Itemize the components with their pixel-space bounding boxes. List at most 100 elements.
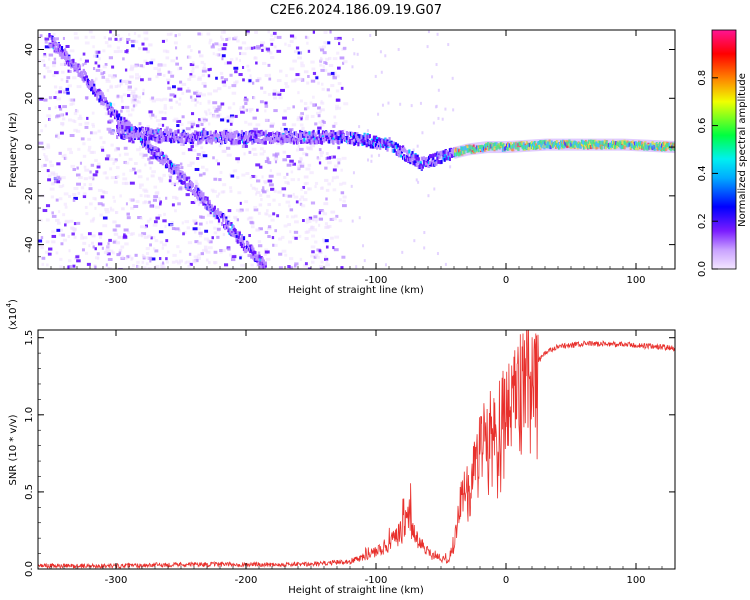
spectrogram-noise-cell	[304, 262, 308, 266]
spectrogram-noise-cell	[113, 50, 119, 54]
spectrogram-noise-cell	[205, 250, 211, 254]
spectrogram-noise-cell	[207, 92, 213, 96]
spectrogram-noise-cell	[126, 37, 131, 41]
spectrogram-track-cell	[234, 229, 237, 234]
spectrogram-noise-cell	[412, 148, 415, 152]
spectrogram-track-cell	[599, 140, 602, 145]
spectrogram-noise-cell	[115, 241, 121, 245]
spectrogram-noise-cell	[255, 228, 260, 232]
spectrogram-track-cell	[233, 130, 236, 135]
spectrogram-track-cell	[157, 129, 160, 134]
spectrogram-noise-cell	[337, 146, 341, 150]
spectrogram-track-cell	[81, 73, 84, 78]
spectrogram-noise-cell	[42, 209, 48, 213]
spectrogram-noise-cell	[107, 266, 110, 269]
spectrogram-noise-cell	[219, 248, 223, 252]
spectrogram-noise-cell	[197, 77, 202, 81]
spectrogram-noise-cell	[105, 263, 108, 267]
spectrogram-noise-cell	[121, 181, 126, 185]
spectrogram-noise-cell	[155, 205, 160, 209]
spectrogram-noise-cell	[137, 216, 142, 220]
spectrogram-noise-cell	[139, 183, 144, 187]
snr-multiplier-exp: 4	[5, 302, 13, 307]
spectrogram-noise-cell	[248, 79, 252, 83]
spectrogram-track-cell	[130, 123, 133, 128]
spectrogram-noise-cell	[115, 224, 121, 228]
spectrogram-noise-cell	[196, 156, 200, 160]
spectrogram-track-cell	[549, 145, 552, 150]
spectrogram-track-cell	[209, 130, 212, 135]
spectrogram-noise-cell	[239, 201, 242, 205]
spectrogram-noise-cell	[415, 178, 418, 182]
spectrogram-noise-cell	[342, 199, 346, 203]
spectrogram-track-cell	[117, 116, 120, 121]
spectrogram-track-cell	[408, 149, 411, 154]
spectrogram-noise-cell	[343, 60, 348, 64]
spectrogram-noise-cell	[212, 156, 215, 160]
spectrogram-track-cell	[296, 140, 300, 145]
spectrogram-noise-cell	[198, 173, 203, 177]
spectrogram-noise-cell	[197, 32, 201, 36]
spectrogram-noise-cell	[142, 92, 145, 96]
spectrogram-noise-cell	[170, 220, 174, 224]
spectrogram-noise-cell	[253, 96, 256, 100]
spectrogram-noise-cell	[320, 99, 323, 103]
spectrogram-noise-cell	[174, 34, 177, 38]
spectrogram-noise-cell	[148, 200, 151, 204]
spectrogram-noise-cell	[130, 91, 136, 95]
spectrogram-noise-cell	[125, 82, 129, 86]
spectrogram-noise-cell	[248, 216, 252, 220]
spectrogram-noise-cell	[307, 267, 312, 269]
spectrogram-noise-cell	[149, 243, 152, 247]
spectrogram-track-cell	[189, 140, 193, 145]
spectrogram-track-cell	[183, 133, 186, 138]
spectrogram-noise-cell	[233, 66, 239, 70]
spectrogram-track-cell	[291, 138, 294, 143]
spectrogram-noise-cell	[116, 46, 120, 50]
spectrogram-noise-cell	[276, 214, 280, 218]
spectrogram-noise-cell	[57, 221, 61, 225]
spectrogram-noise-cell	[238, 58, 242, 62]
spectrogram-noise-cell	[187, 77, 192, 81]
spectrogram-track-cell	[354, 131, 357, 136]
spectrogram-track-cell	[264, 263, 267, 268]
spectrogram-noise-cell	[149, 61, 154, 65]
spectrogram-track-cell	[253, 134, 256, 139]
spectrogram-noise-cell	[189, 73, 193, 77]
spectrogram-noise-cell	[335, 104, 339, 108]
spectrogram-noise-cell	[116, 147, 120, 151]
spectrogram-noise-cell	[353, 52, 356, 56]
spectrogram-noise-cell	[200, 215, 205, 219]
spectrogram-noise-cell	[139, 225, 145, 229]
spectrogram-noise-cell	[51, 214, 57, 218]
spectrogram-track-cell	[188, 133, 191, 138]
spectrogram-noise-cell	[161, 39, 166, 43]
spectrogram-noise-cell	[249, 220, 254, 224]
spectrogram-noise-cell	[54, 37, 59, 41]
spectrogram-noise-cell	[82, 154, 87, 158]
spectrogram-noise-cell	[264, 160, 269, 164]
spectrogram-noise-cell	[153, 66, 158, 70]
spectrogram-noise-cell	[369, 33, 372, 37]
spectrogram-noise-cell	[194, 143, 199, 147]
spectrogram-noise-cell	[122, 177, 128, 181]
spectrogram-noise-cell	[252, 116, 257, 120]
spectrogram-noise-cell	[320, 108, 325, 112]
spectrogram-noise-cell	[92, 45, 95, 49]
spectrogram-noise-cell	[108, 238, 112, 242]
spectrogram-noise-cell	[158, 67, 162, 71]
spectrogram-noise-cell	[98, 57, 101, 61]
spectrogram-noise-cell	[98, 232, 103, 236]
spectrogram-noise-cell	[277, 92, 282, 96]
spectrogram-noise-cell	[267, 92, 271, 96]
spectrogram-noise-cell	[90, 35, 96, 39]
spectrogram-noise-cell	[299, 114, 303, 118]
spectrogram-noise-cell	[201, 248, 205, 252]
spectrogram-track-cell	[185, 138, 188, 143]
spectrogram-noise-cell	[50, 172, 55, 176]
spectrogram-noise-cell	[215, 159, 219, 163]
spectrogram-noise-cell	[119, 194, 122, 198]
spectrogram-noise-cell	[182, 186, 187, 190]
spectrogram-track-cell	[178, 178, 181, 183]
spectrogram-noise-cell	[65, 44, 70, 48]
